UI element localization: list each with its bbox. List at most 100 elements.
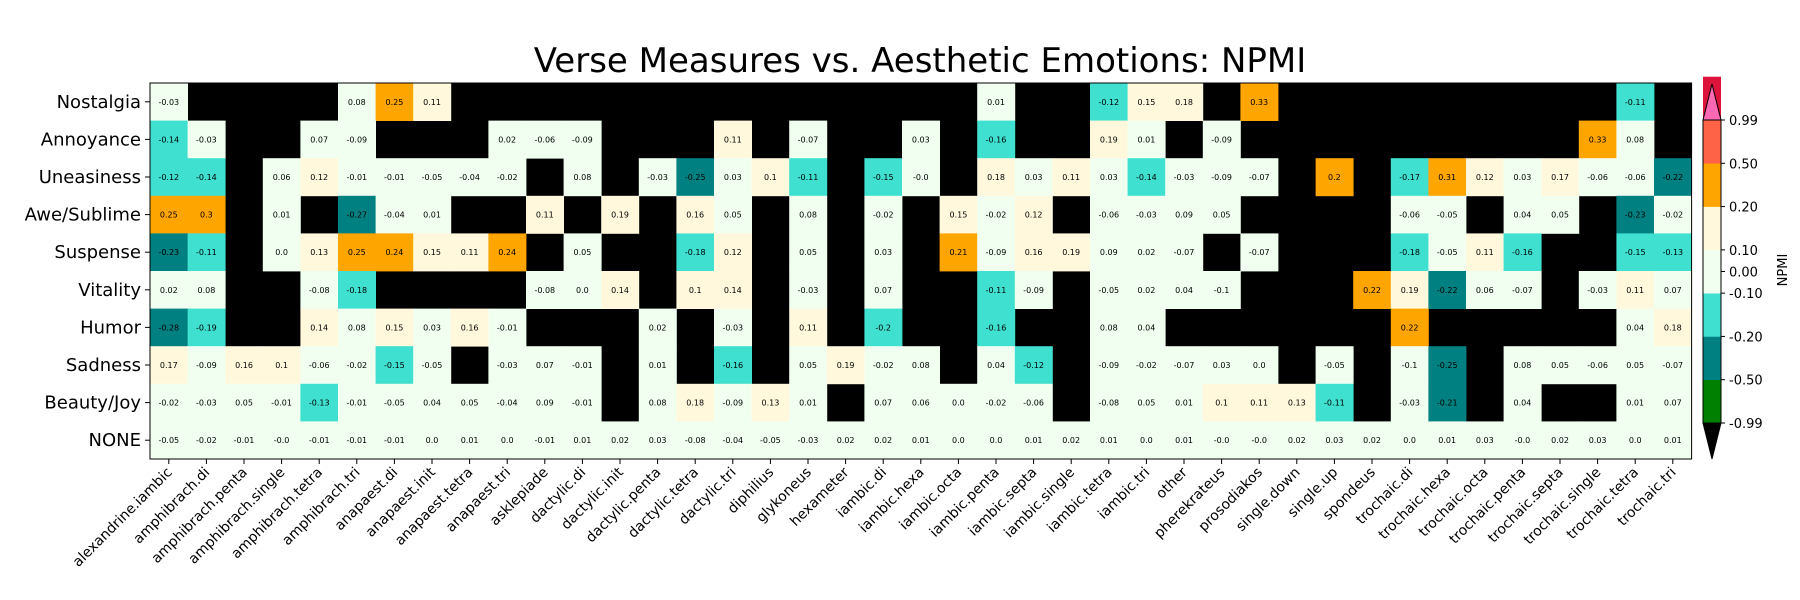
heatmap-cell <box>450 383 489 422</box>
heatmap-cell <box>187 120 226 159</box>
heatmap-cell <box>1503 383 1542 422</box>
cell-value-label: 0.16 <box>686 211 704 220</box>
heatmap-cell <box>413 383 452 422</box>
cell-value-label: 0.01 <box>423 211 441 220</box>
cell-value-label: -0.02 <box>873 361 894 370</box>
cell-value-label: 0.11 <box>1476 248 1494 257</box>
cell-value-label: 0.25 <box>160 211 178 220</box>
cell-value-label: -0.05 <box>422 173 443 182</box>
heatmap-cell <box>300 308 339 347</box>
heatmap-cell <box>1090 195 1128 234</box>
cell-value-label: 0.03 <box>649 436 667 445</box>
heatmap-cell <box>262 383 301 422</box>
cell-value-label: 0.0 <box>275 248 288 257</box>
cell-value-label: -0.18 <box>685 248 706 257</box>
cell-value-label: -0.03 <box>798 286 819 295</box>
heatmap-cell <box>450 308 489 347</box>
cell-value-label: -0.03 <box>1587 286 1608 295</box>
cell-value-label: 0.1 <box>764 173 777 182</box>
cell-value-label: 0.08 <box>649 399 667 408</box>
heatmap-cell <box>977 120 1016 159</box>
heatmap-cell <box>676 271 715 309</box>
cell-value-label: 0.02 <box>1062 436 1080 445</box>
cell-value-label: 0.0 <box>1140 436 1153 445</box>
cell-value-label: 0.18 <box>1664 323 1682 332</box>
cell-value-label: -0.23 <box>1625 211 1646 220</box>
heatmap-cell <box>1127 421 1166 460</box>
cell-value-label: 0.13 <box>761 399 779 408</box>
cell-value-label: -0.01 <box>234 436 255 445</box>
heatmap-cell <box>1014 233 1053 272</box>
heatmap-cell <box>1353 271 1392 309</box>
cell-value-label: -0.01 <box>346 399 367 408</box>
heatmap-cell <box>676 421 715 460</box>
cell-value-label: -0.12 <box>1023 361 1044 370</box>
heatmap-cell <box>563 421 602 460</box>
cell-value-label: -0.11 <box>798 173 819 182</box>
cell-value-label: -0.22 <box>1437 286 1458 295</box>
cell-value-label: 0.05 <box>1626 361 1644 370</box>
cell-value-label: 0.08 <box>1513 361 1531 370</box>
cell-value-label: 0.22 <box>1363 286 1381 295</box>
y-tick-label: Suspense <box>54 242 141 263</box>
heatmap-cell <box>262 421 301 460</box>
heatmap-cell <box>375 233 414 272</box>
cell-value-label: -0.05 <box>422 361 443 370</box>
cell-value-label: 0.14 <box>310 323 328 332</box>
cell-value-label: -0.02 <box>196 436 217 445</box>
heatmap-cell <box>1127 271 1166 309</box>
cell-value-label: 0.05 <box>724 211 742 220</box>
cell-value-label: 0.22 <box>1401 323 1419 332</box>
heatmap-cell <box>1014 195 1053 234</box>
cell-value-label: 0.01 <box>1626 399 1644 408</box>
heatmap-cell <box>1240 233 1279 272</box>
cell-value-label: -0.06 <box>1023 399 1044 408</box>
heatmap-cell <box>262 195 301 234</box>
cell-value-label: -0.21 <box>1437 399 1458 408</box>
heatmap-cell <box>150 120 188 159</box>
cell-value-label: 0.13 <box>1288 399 1306 408</box>
cell-value-label: 0.08 <box>197 286 215 295</box>
heatmap-cell <box>1127 158 1166 197</box>
cell-value-label: -0.22 <box>1662 173 1683 182</box>
colorbar: -0.99 -0.50 -0.20 -0.10 0.00 0.10 0.20 0.50 0.99 <box>1702 76 1763 460</box>
cell-value-label: 0.05 <box>573 248 591 257</box>
cell-value-label: 0.02 <box>160 286 178 295</box>
cell-value-label: -0.14 <box>196 173 217 182</box>
cell-value-label: 0.04 <box>1175 286 1193 295</box>
cell-value-label: -0.06 <box>309 361 330 370</box>
cell-value-label: 0.08 <box>1626 135 1644 144</box>
cell-value-label: -0.05 <box>1098 286 1119 295</box>
cell-value-label: 0.04 <box>1626 323 1644 332</box>
cell-value-label: -0.15 <box>873 173 894 182</box>
heatmap-cell <box>1165 195 1204 234</box>
heatmap-cell <box>1503 158 1542 197</box>
cell-value-label: 0.03 <box>1325 436 1343 445</box>
heatmap-cell <box>638 421 677 460</box>
cell-value-label: -0.01 <box>572 361 593 370</box>
heatmap-cell <box>1165 421 1204 460</box>
heatmap-cell <box>526 421 564 460</box>
heatmap-cell <box>1428 195 1467 234</box>
cell-value-label: 0.01 <box>1438 436 1456 445</box>
colorbar-tick-label: 0.99 <box>1729 114 1758 129</box>
cell-value-label: 0.14 <box>724 286 742 295</box>
cell-value-label: 0.25 <box>385 98 403 107</box>
heatmap-cell <box>1428 271 1467 309</box>
heatmap-cell <box>1165 233 1204 272</box>
cell-value-label: 0.08 <box>1100 323 1118 332</box>
cell-value-label: 0.11 <box>461 248 479 257</box>
heatmap-cell <box>789 346 828 385</box>
heatmap-cell <box>1541 158 1580 197</box>
cell-value-label: 0.04 <box>987 361 1005 370</box>
heatmap-cell <box>601 421 640 460</box>
cell-value-label: 0.01 <box>1137 135 1155 144</box>
cell-value-label: -0.04 <box>497 399 518 408</box>
heatmap-cell <box>413 421 452 460</box>
cell-value-label: -0.07 <box>1662 361 1683 370</box>
cell-value-label: -0.11 <box>1324 399 1345 408</box>
chart-title: Verse Measures vs. Aesthetic Emotions: N… <box>534 41 1307 81</box>
heatmap-cell <box>1240 383 1279 422</box>
heatmap-cell <box>902 421 940 460</box>
